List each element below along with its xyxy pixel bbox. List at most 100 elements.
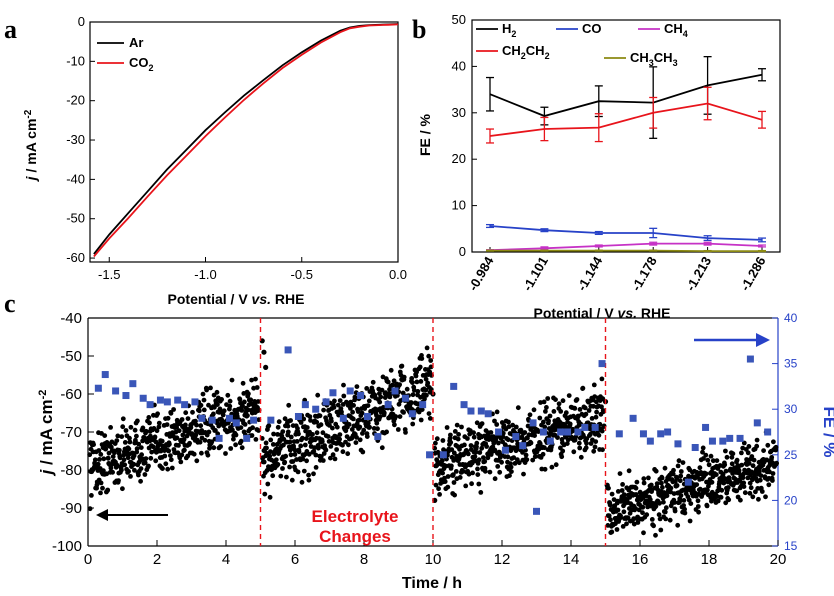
current-point xyxy=(488,430,494,435)
current-point xyxy=(736,468,742,473)
current-point xyxy=(346,442,351,448)
current-point xyxy=(553,397,558,402)
current-point xyxy=(678,473,684,479)
current-point xyxy=(208,385,213,391)
current-point xyxy=(589,416,595,421)
current-point xyxy=(751,457,757,463)
fe-point xyxy=(581,423,589,431)
current-point xyxy=(139,452,145,458)
current-point xyxy=(553,462,559,468)
current-point xyxy=(739,450,744,456)
current-point xyxy=(168,410,174,416)
current-point xyxy=(754,437,760,443)
current-point xyxy=(298,420,304,425)
panel-c-xtick-label: 18 xyxy=(701,551,718,568)
current-point xyxy=(532,433,537,438)
current-point xyxy=(522,430,528,435)
current-point xyxy=(685,484,691,490)
current-point xyxy=(763,494,768,500)
current-point xyxy=(694,482,700,487)
current-point xyxy=(337,398,343,403)
current-point xyxy=(726,497,732,503)
current-point xyxy=(546,418,551,424)
current-point xyxy=(649,517,655,522)
panel-c-xtick-label: 6 xyxy=(291,551,299,568)
current-point xyxy=(410,392,416,398)
current-point xyxy=(577,445,583,451)
panel-c-ytick-label: -50 xyxy=(60,348,82,365)
current-point xyxy=(125,455,131,461)
panel-c: c 0 2 4 6 8 10 12 14 16 18 20 -40 -50 -60 -70 -80 -90 -10… xyxy=(4,289,834,592)
current-point xyxy=(261,459,267,465)
current-point xyxy=(366,398,372,404)
current-point xyxy=(741,480,747,486)
fe-point xyxy=(163,398,171,406)
current-point xyxy=(676,458,682,464)
current-point xyxy=(165,415,171,421)
current-point xyxy=(271,431,276,437)
current-spike-point xyxy=(263,364,269,370)
current-point xyxy=(348,406,353,411)
current-point xyxy=(423,387,429,393)
current-point xyxy=(674,476,680,481)
current-point xyxy=(635,520,641,525)
current-point xyxy=(302,442,308,448)
fe-point xyxy=(702,423,710,431)
current-point xyxy=(722,476,728,481)
current-point xyxy=(740,475,746,481)
current-point xyxy=(722,462,728,468)
current-point xyxy=(138,445,144,450)
current-point xyxy=(475,472,481,477)
current-point xyxy=(560,448,566,454)
current-point xyxy=(582,405,588,411)
current-point xyxy=(270,442,276,447)
current-point xyxy=(516,460,522,466)
current-point xyxy=(675,522,681,528)
current-point xyxy=(365,403,371,408)
current-point xyxy=(641,480,647,486)
current-point xyxy=(343,428,349,434)
current-point xyxy=(370,379,376,385)
current-point xyxy=(238,425,244,430)
current-point xyxy=(541,399,547,405)
current-point xyxy=(110,469,115,475)
current-point xyxy=(384,429,389,435)
panel-c-xtick-label: 20 xyxy=(770,551,787,568)
current-point xyxy=(572,406,578,411)
current-point xyxy=(715,498,721,504)
current-point xyxy=(592,444,598,450)
current-point xyxy=(98,452,104,457)
current-point xyxy=(709,479,715,485)
current-point xyxy=(594,409,599,415)
panel-c-y2tick-label: 25 xyxy=(784,448,798,462)
current-point xyxy=(592,394,598,399)
current-point xyxy=(542,445,547,451)
fe-point xyxy=(339,414,347,422)
current-point xyxy=(108,425,113,430)
current-point xyxy=(89,493,94,498)
current-point xyxy=(294,439,300,444)
current-point xyxy=(528,440,534,446)
current-point xyxy=(337,432,343,437)
current-point xyxy=(408,400,414,405)
current-point xyxy=(134,433,139,439)
current-point xyxy=(142,460,148,466)
current-point xyxy=(206,429,212,435)
current-point xyxy=(725,485,731,490)
current-point xyxy=(132,467,137,473)
current-point xyxy=(270,473,276,479)
current-point xyxy=(466,471,472,477)
current-point xyxy=(104,471,110,477)
current-point xyxy=(298,443,304,449)
current-point xyxy=(136,472,141,478)
panel-b-ytick-label: 10 xyxy=(452,198,466,213)
panel-b: b 0 10 20 30 40 50 -0.984 -1.101 -1.144 -1.178 -1.… xyxy=(412,12,781,321)
current-point xyxy=(179,417,185,422)
current-point xyxy=(475,466,480,472)
current-point xyxy=(584,440,589,446)
current-point xyxy=(593,414,599,420)
current-point xyxy=(476,481,482,487)
current-point xyxy=(306,451,312,457)
current-point xyxy=(615,507,621,513)
current-point xyxy=(614,527,620,532)
